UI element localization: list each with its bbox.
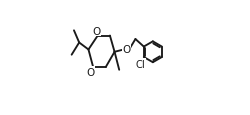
Text: Cl: Cl [136,59,145,69]
Text: O: O [92,26,101,36]
Text: O: O [122,44,131,54]
Text: O: O [86,68,94,77]
